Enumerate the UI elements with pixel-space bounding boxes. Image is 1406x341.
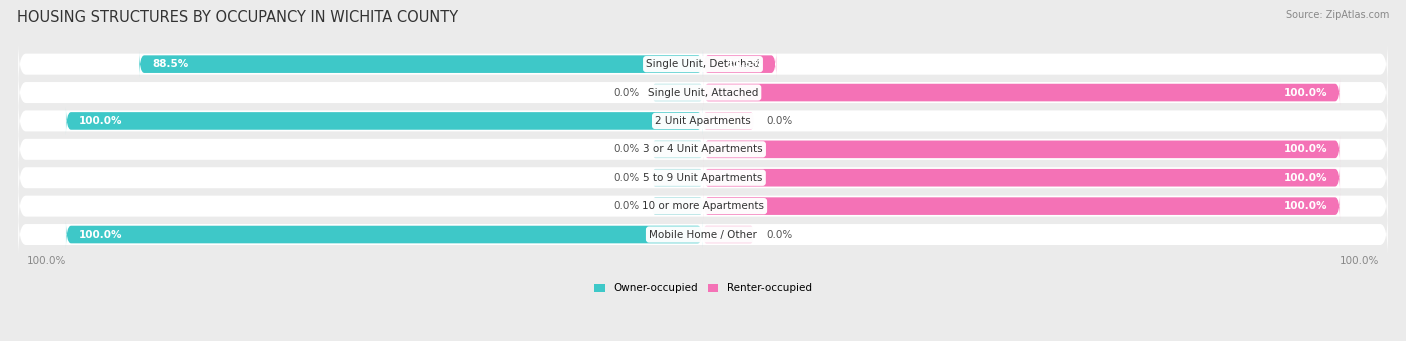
Text: 10 or more Apartments: 10 or more Apartments xyxy=(643,201,763,211)
Text: 2 Unit Apartments: 2 Unit Apartments xyxy=(655,116,751,126)
Text: 100.0%: 100.0% xyxy=(1284,173,1327,183)
Text: 100.0%: 100.0% xyxy=(79,116,122,126)
FancyBboxPatch shape xyxy=(703,164,1340,192)
Text: 100.0%: 100.0% xyxy=(1284,201,1327,211)
FancyBboxPatch shape xyxy=(18,126,1388,173)
Text: 0.0%: 0.0% xyxy=(613,173,640,183)
FancyBboxPatch shape xyxy=(18,154,1388,201)
Text: 3 or 4 Unit Apartments: 3 or 4 Unit Apartments xyxy=(643,144,763,154)
FancyBboxPatch shape xyxy=(652,140,703,158)
Legend: Owner-occupied, Renter-occupied: Owner-occupied, Renter-occupied xyxy=(595,283,811,293)
Text: HOUSING STRUCTURES BY OCCUPANCY IN WICHITA COUNTY: HOUSING STRUCTURES BY OCCUPANCY IN WICHI… xyxy=(17,10,458,25)
Text: 0.0%: 0.0% xyxy=(613,144,640,154)
FancyBboxPatch shape xyxy=(703,192,1340,220)
Text: 0.0%: 0.0% xyxy=(613,201,640,211)
FancyBboxPatch shape xyxy=(18,182,1388,230)
Text: 100.0%: 100.0% xyxy=(1284,144,1327,154)
Text: 100.0%: 100.0% xyxy=(1284,88,1327,98)
FancyBboxPatch shape xyxy=(703,50,776,78)
FancyBboxPatch shape xyxy=(18,41,1388,88)
FancyBboxPatch shape xyxy=(66,107,703,135)
Text: 11.5%: 11.5% xyxy=(727,59,763,69)
Text: Single Unit, Attached: Single Unit, Attached xyxy=(648,88,758,98)
FancyBboxPatch shape xyxy=(703,135,1340,163)
Text: 0.0%: 0.0% xyxy=(766,116,793,126)
FancyBboxPatch shape xyxy=(652,84,703,101)
FancyBboxPatch shape xyxy=(18,69,1388,116)
FancyBboxPatch shape xyxy=(652,169,703,187)
FancyBboxPatch shape xyxy=(66,221,703,249)
Text: Mobile Home / Other: Mobile Home / Other xyxy=(650,229,756,239)
FancyBboxPatch shape xyxy=(139,50,703,78)
Text: 100.0%: 100.0% xyxy=(79,229,122,239)
Text: 5 to 9 Unit Apartments: 5 to 9 Unit Apartments xyxy=(644,173,762,183)
FancyBboxPatch shape xyxy=(703,79,1340,106)
FancyBboxPatch shape xyxy=(652,197,703,215)
Text: 0.0%: 0.0% xyxy=(613,88,640,98)
Text: Source: ZipAtlas.com: Source: ZipAtlas.com xyxy=(1285,10,1389,20)
FancyBboxPatch shape xyxy=(703,226,754,243)
Text: 88.5%: 88.5% xyxy=(152,59,188,69)
FancyBboxPatch shape xyxy=(18,98,1388,145)
Text: Single Unit, Detached: Single Unit, Detached xyxy=(647,59,759,69)
FancyBboxPatch shape xyxy=(18,211,1388,258)
Text: 0.0%: 0.0% xyxy=(766,229,793,239)
FancyBboxPatch shape xyxy=(703,112,754,130)
